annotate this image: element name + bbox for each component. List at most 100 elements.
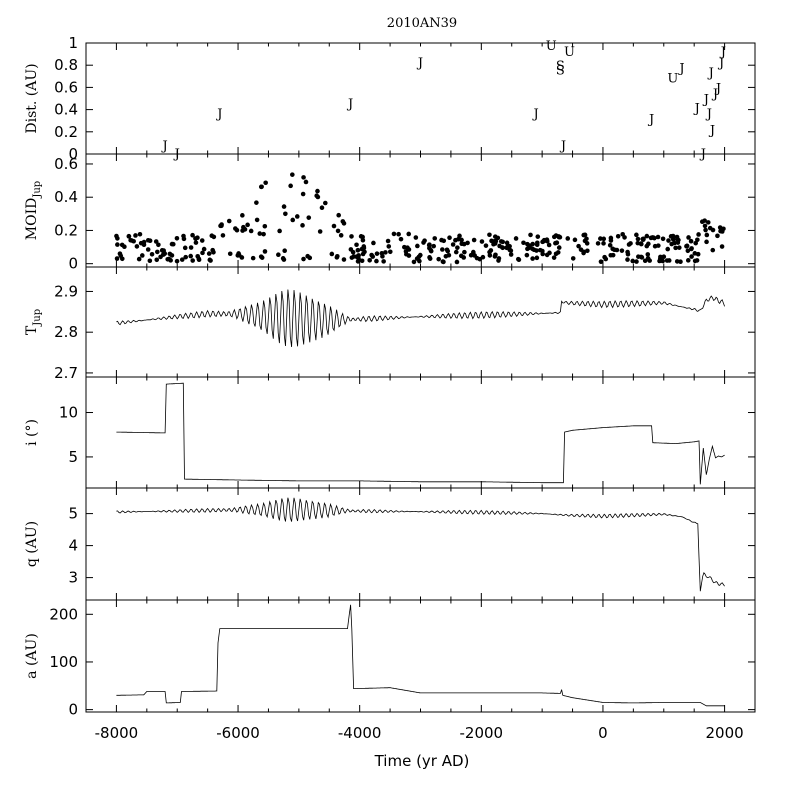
moid-dot <box>374 258 379 264</box>
y-tick-label: 2.9 <box>54 282 78 300</box>
moid-dot <box>276 252 281 258</box>
moid-dot <box>240 213 245 218</box>
moid-dot <box>670 237 676 242</box>
encounter-mark: S <box>556 64 565 79</box>
encounter-mark: J <box>346 97 353 112</box>
moid-dot <box>516 257 522 263</box>
moid-dot <box>608 252 614 258</box>
moid-dot <box>283 211 288 217</box>
moid-dot <box>705 220 711 225</box>
moid-dot <box>619 248 625 253</box>
y-tick-label: 3 <box>68 569 78 587</box>
moid-dot <box>190 232 195 238</box>
moid-dot <box>250 255 256 261</box>
moid-dot <box>487 232 492 238</box>
chart-title: 2010AN39 <box>387 16 457 31</box>
moid-dot <box>258 184 264 190</box>
encounter-mark: U <box>564 45 575 60</box>
encounter-mark: J <box>719 45 726 60</box>
moid-dot <box>615 233 621 239</box>
moid-dot <box>670 233 676 239</box>
moid-dot <box>183 254 189 260</box>
moid-dot <box>664 258 670 263</box>
moid-dot <box>356 256 361 261</box>
encounter-mark: U <box>667 71 678 86</box>
series-line-inc <box>116 382 725 485</box>
y-tick-label: 0.6 <box>54 155 78 173</box>
moid-dot <box>554 240 560 246</box>
panel-inc: 5 10 i (°) <box>24 376 756 489</box>
moid-dot <box>165 256 170 262</box>
moid-dot <box>660 258 665 264</box>
panel-frame <box>85 153 756 268</box>
moid-dot <box>715 233 720 239</box>
moid-dot <box>323 200 328 206</box>
encounter-mark: J <box>693 101 700 116</box>
panel-frame <box>85 487 756 601</box>
moid-dot <box>335 253 340 259</box>
moid-dot <box>300 191 306 197</box>
moid-dot <box>367 257 372 263</box>
moid-dot <box>147 238 153 244</box>
moid-dot <box>472 253 477 258</box>
moid-dot <box>338 233 344 238</box>
moid-dot <box>500 245 505 251</box>
moid-dot <box>436 256 441 262</box>
y-tick-label: 0.4 <box>54 101 78 119</box>
moid-dot <box>290 217 296 223</box>
moid-dot <box>257 231 263 236</box>
moid-dot <box>147 258 153 264</box>
y-tick-label: 0.2 <box>54 221 78 239</box>
encounter-mark: J <box>647 112 654 127</box>
moid-dot <box>704 232 710 238</box>
moid-dot <box>300 223 305 228</box>
moid-dot <box>288 183 293 189</box>
moid-dot <box>678 259 683 264</box>
moid-dot <box>301 256 306 262</box>
moid-dot <box>383 250 388 255</box>
moid-dot <box>645 255 651 261</box>
moid-dot <box>133 233 138 238</box>
moid-dot <box>374 251 380 256</box>
moid-dot <box>625 257 630 262</box>
moid-dot <box>546 242 552 248</box>
moid-dot <box>477 256 483 262</box>
moid-dot <box>521 240 526 246</box>
moid-dot <box>625 249 630 255</box>
moid-dot <box>721 226 726 232</box>
moid-dot <box>692 258 698 264</box>
moid-dot <box>657 258 662 264</box>
moid-dot <box>635 240 641 246</box>
moid-dot <box>254 200 259 205</box>
moid-dot <box>331 223 337 229</box>
moid-dot <box>155 249 160 255</box>
moid-dot <box>439 237 444 243</box>
y-tick-label: 5 <box>68 505 78 523</box>
moid-dot <box>535 234 541 239</box>
encounter-mark: J <box>702 93 709 108</box>
moid-dot <box>145 247 151 252</box>
moid-dot <box>607 243 613 248</box>
moid-dot <box>581 232 587 238</box>
moid-dot <box>686 235 691 240</box>
moid-dot <box>453 249 459 255</box>
moid-dot <box>468 252 474 258</box>
moid-dot <box>572 237 578 243</box>
y-tick-label: 0 <box>68 145 78 163</box>
moid-dot <box>201 246 207 252</box>
moid-dot <box>527 243 533 248</box>
moid-dot <box>555 250 561 255</box>
moid-dot <box>277 228 282 234</box>
moid-dot <box>426 242 432 248</box>
moid-dot <box>349 255 355 260</box>
y-tick-label: 2.8 <box>54 323 78 341</box>
moid-dot <box>340 219 346 224</box>
moid-dot <box>665 246 671 252</box>
y-axis-label: a (AU) <box>24 633 40 679</box>
moid-dot <box>440 247 445 252</box>
moid-dot <box>655 234 661 240</box>
moid-dot <box>307 255 313 261</box>
moid-dot <box>335 228 341 234</box>
